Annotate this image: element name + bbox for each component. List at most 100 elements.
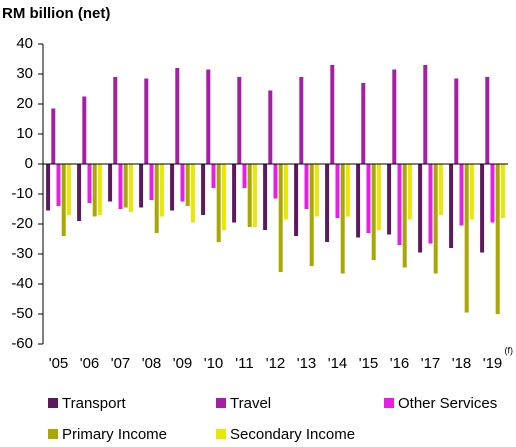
- bar: [407, 164, 412, 220]
- bar: [304, 164, 309, 209]
- bar: [237, 77, 242, 164]
- legend-swatch: [384, 398, 394, 408]
- y-tick-label: -60: [11, 335, 33, 352]
- x-tick-label: '12: [266, 355, 286, 372]
- x-tick-label: '08: [142, 355, 162, 372]
- bar: [144, 78, 149, 164]
- bar: [46, 164, 51, 211]
- x-tick-label: '15: [359, 355, 379, 372]
- bar: [139, 164, 144, 208]
- bar: [485, 77, 490, 164]
- bar: [449, 164, 454, 248]
- bar: [340, 164, 345, 274]
- x-tick-label: '13: [297, 355, 317, 372]
- bar: [299, 77, 304, 164]
- bar: [113, 77, 118, 164]
- legend-swatch: [48, 429, 58, 439]
- bar: [428, 164, 433, 244]
- bar: [268, 90, 273, 164]
- bar: [402, 164, 407, 268]
- bar: [159, 164, 164, 217]
- bar: [500, 164, 505, 218]
- bar: [469, 164, 474, 220]
- y-tick-label: 0: [25, 155, 33, 172]
- bar: [356, 164, 361, 238]
- x-tick-label: '14: [328, 355, 348, 372]
- bar: [190, 164, 195, 223]
- bar: [283, 164, 288, 220]
- bar: [252, 164, 257, 227]
- bar: [371, 164, 376, 260]
- y-tick-label: -40: [11, 275, 33, 292]
- bar: [61, 164, 66, 236]
- bar: [149, 164, 154, 200]
- bar: [92, 164, 97, 217]
- bar: [314, 164, 319, 217]
- bar: [361, 83, 366, 164]
- bar: [232, 164, 237, 223]
- bar: [97, 164, 102, 215]
- bar: [206, 69, 211, 164]
- bar: [216, 164, 221, 242]
- bar: [345, 164, 350, 217]
- bar: [66, 164, 71, 215]
- x-tick-label: '05: [49, 355, 69, 372]
- x-tick-label: '18: [452, 355, 472, 372]
- bar: [366, 164, 371, 233]
- bar: [330, 65, 335, 164]
- bar: [170, 164, 175, 211]
- bar: [180, 164, 185, 202]
- bar: [423, 65, 428, 164]
- bar: [490, 164, 495, 223]
- x-tick-label: '17: [421, 355, 441, 372]
- legend-label: Secondary Income: [230, 426, 355, 442]
- bar: [309, 164, 314, 266]
- bar: [376, 164, 381, 230]
- chart-title: RM billion (net): [2, 5, 110, 22]
- bar: [495, 164, 500, 314]
- bar: [242, 164, 247, 188]
- x-tick-label: '19: [483, 355, 503, 372]
- bar: [128, 164, 133, 212]
- y-tick-label: 30: [16, 65, 33, 82]
- bar: [464, 164, 469, 313]
- bar: [108, 164, 113, 202]
- bar: [211, 164, 216, 188]
- bar: [201, 164, 206, 215]
- bar: [325, 164, 330, 242]
- y-tick-label: -50: [11, 305, 33, 322]
- x-annotation: (f): [505, 345, 514, 355]
- legend-label: Other Services: [398, 395, 497, 412]
- legend-label: Primary Income: [62, 426, 167, 442]
- legend-swatch: [216, 429, 226, 439]
- bar: [123, 164, 128, 208]
- legend-label: Travel: [230, 395, 271, 412]
- bar: [387, 164, 392, 235]
- bar: [454, 78, 459, 164]
- bar: [51, 108, 56, 164]
- bar: [175, 68, 180, 164]
- bar: [77, 164, 82, 221]
- y-tick-label: -20: [11, 215, 33, 232]
- bar: [335, 164, 340, 218]
- bar: [221, 164, 226, 230]
- x-tick-label: '09: [173, 355, 193, 372]
- bar: [433, 164, 438, 274]
- bar: [263, 164, 268, 230]
- y-tick-label: -10: [11, 185, 33, 202]
- bar: [294, 164, 299, 236]
- bar: [273, 164, 278, 199]
- y-tick-label: 10: [16, 125, 33, 142]
- y-tick-label: 20: [16, 95, 33, 112]
- x-tick-label: '11: [235, 355, 253, 372]
- bar: [118, 164, 123, 209]
- bar: [56, 164, 61, 206]
- bar: [418, 164, 423, 253]
- bar: [247, 164, 252, 227]
- bar: [438, 164, 443, 215]
- bar: [87, 164, 92, 203]
- bar: [82, 96, 87, 164]
- bar: [480, 164, 485, 253]
- bar: [459, 164, 464, 226]
